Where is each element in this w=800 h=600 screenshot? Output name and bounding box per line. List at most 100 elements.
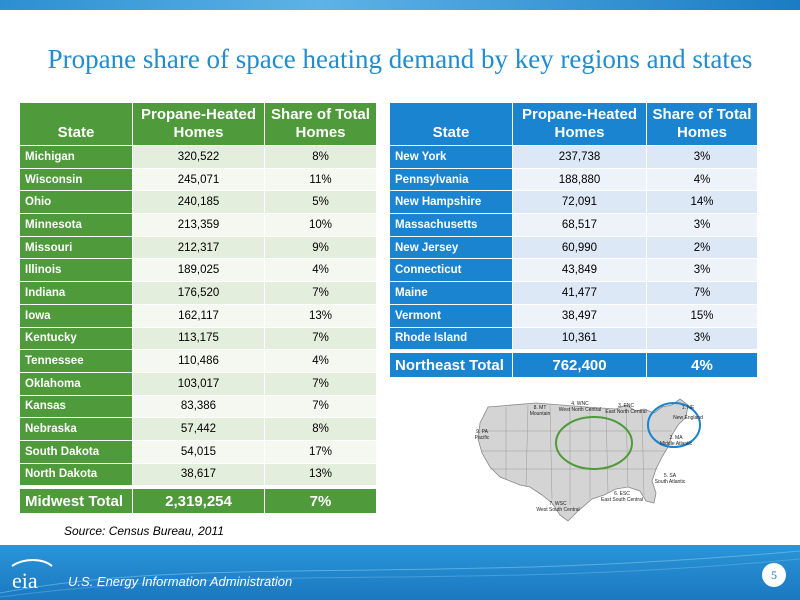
homes-cell: 57,442 — [132, 417, 265, 441]
state-cell: Illinois — [19, 258, 133, 283]
share-cell: 10% — [264, 213, 377, 237]
share-cell: 4% — [264, 258, 377, 283]
state-cell: Maine — [389, 281, 513, 305]
table-row: Rhode Island 10,361 3% — [389, 326, 758, 352]
map-label-wnc: 4. WNC — [571, 401, 589, 407]
homes-cell: 83,386 — [132, 394, 265, 419]
homes-cell: 162,117 — [132, 303, 265, 328]
eia-logo-text: eia — [12, 568, 38, 593]
share-cell: 2% — [646, 235, 758, 260]
table-row: Indiana 176,520 7% — [19, 281, 377, 305]
midwest-table: State Propane-Heated Homes Share of Tota… — [19, 102, 377, 515]
map-label-ne-name: New England — [673, 415, 703, 421]
state-cell: Minnesota — [19, 213, 133, 237]
share-cell: 3% — [646, 326, 758, 352]
share-cell: 17% — [264, 439, 377, 464]
agency-name: U.S. Energy Information Administration — [68, 574, 293, 589]
footer-bar — [0, 545, 800, 600]
table-row: Ohio 240,185 5% — [19, 190, 377, 215]
share-cell: 13% — [264, 462, 377, 488]
total-share: 7% — [264, 485, 377, 515]
map-label-pac-name: Pacific — [475, 435, 490, 441]
midwest-header-homes: Propane-Heated Homes — [132, 102, 265, 146]
homes-cell: 189,025 — [132, 258, 265, 283]
homes-cell: 245,071 — [132, 167, 265, 192]
map-label-ma: 2. MA — [669, 435, 683, 441]
homes-cell: 38,497 — [512, 303, 647, 328]
homes-cell: 176,520 — [132, 281, 265, 305]
share-cell: 5% — [264, 190, 377, 215]
state-cell: Pennsylvania — [389, 167, 513, 192]
share-cell: 14% — [646, 190, 758, 215]
state-cell: Missouri — [19, 235, 133, 260]
northeast-header-state: State — [389, 102, 513, 146]
northeast-table: State Propane-Heated Homes Share of Tota… — [389, 102, 758, 379]
table-row: Illinois 189,025 4% — [19, 258, 377, 283]
state-cell: Connecticut — [389, 258, 513, 283]
state-cell: Michigan — [19, 145, 133, 169]
state-cell: Wisconsin — [19, 167, 133, 192]
homes-cell: 240,185 — [132, 190, 265, 215]
map-label-esc: 6. ESC — [614, 491, 630, 497]
share-cell: 7% — [646, 281, 758, 305]
map-label-ma-name: Middle Atlantic — [660, 441, 693, 447]
homes-cell: 188,880 — [512, 167, 647, 192]
table-row: Minnesota 213,359 10% — [19, 213, 377, 237]
map-label-sa-name: South Atlantic — [655, 479, 686, 485]
northeast-header-share: Share of Total Homes — [646, 102, 758, 146]
state-cell: North Dakota — [19, 462, 133, 488]
homes-cell: 103,017 — [132, 371, 265, 396]
map-label-mt: 8. MT — [534, 405, 547, 411]
page-number: 5 — [762, 563, 786, 587]
table-row: New Jersey 60,990 2% — [389, 235, 758, 260]
map-label-ne: 1. NE — [682, 405, 695, 411]
share-cell: 8% — [264, 145, 377, 169]
state-cell: Kentucky — [19, 326, 133, 351]
state-cell: Indiana — [19, 281, 133, 305]
northeast-highlight-circle — [647, 402, 701, 448]
table-row: Iowa 162,117 13% — [19, 303, 377, 328]
homes-cell: 41,477 — [512, 281, 647, 305]
table-row: New Hampshire 72,091 14% — [389, 190, 758, 215]
share-cell: 7% — [264, 394, 377, 419]
share-cell: 11% — [264, 167, 377, 192]
share-cell: 4% — [264, 349, 377, 373]
table-row: Wisconsin 245,071 11% — [19, 167, 377, 192]
share-cell: 7% — [264, 326, 377, 351]
midwest-header-state: State — [19, 102, 133, 146]
table-row: Maine 41,477 7% — [389, 281, 758, 305]
map-label-mt-name: Mountain — [530, 411, 551, 417]
northeast-table-body: New York 237,738 3% Pennsylvania 188,880 4% Ne… — [389, 145, 758, 379]
total-homes: 2,319,254 — [132, 485, 265, 515]
share-cell: 7% — [264, 281, 377, 305]
table-row: Kentucky 113,175 7% — [19, 326, 377, 351]
table-row: North Dakota 38,617 13% — [19, 462, 377, 488]
us-map-outline — [477, 398, 689, 522]
table-row: South Dakota 54,015 17% — [19, 439, 377, 464]
total-label: Northeast Total — [389, 349, 513, 379]
page-title: Propane share of space heating demand by… — [47, 44, 753, 74]
share-cell: 3% — [646, 258, 758, 283]
share-cell: 8% — [264, 417, 377, 441]
table-row: Michigan 320,522 8% — [19, 145, 377, 169]
state-cell: Kansas — [19, 394, 133, 419]
share-cell: 13% — [264, 303, 377, 328]
state-cell: Oklahoma — [19, 371, 133, 396]
homes-cell: 237,738 — [512, 145, 647, 169]
map-label-enc: 3. ENC — [618, 403, 635, 409]
midwest-highlight-circle — [555, 416, 633, 470]
homes-cell: 10,361 — [512, 326, 647, 352]
source-note: Source: Census Bureau, 2011 — [64, 524, 224, 538]
midwest-table-body: Michigan 320,522 8% Wisconsin 245,071 11% Ohio… — [19, 145, 377, 515]
map-label-pac: 9. PA — [476, 429, 489, 435]
homes-cell: 38,617 — [132, 462, 265, 488]
total-row: Midwest Total 2,319,254 7% — [19, 485, 377, 515]
total-label: Midwest Total — [19, 485, 133, 515]
footer-decoration — [0, 550, 800, 598]
homes-cell: 320,522 — [132, 145, 265, 169]
homes-cell: 43,849 — [512, 258, 647, 283]
state-cell: New York — [389, 145, 513, 169]
top-accent-bar — [0, 0, 800, 10]
census-divisions-map: 8. MT Mountain 4. WNC West North Central… — [475, 398, 703, 522]
total-row: Northeast Total 762,400 4% — [389, 349, 758, 379]
